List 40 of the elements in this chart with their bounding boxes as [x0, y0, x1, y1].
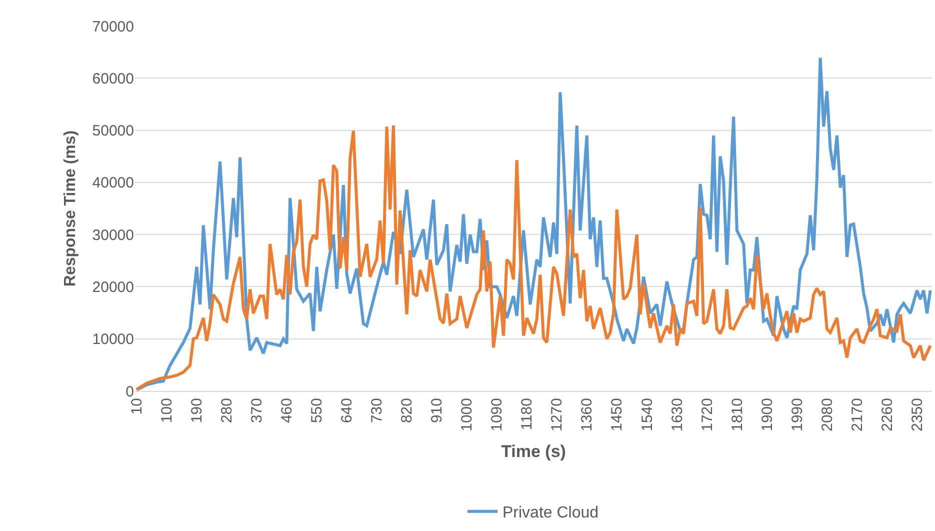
- y-axis-title: Response Time (ms): [62, 130, 80, 287]
- x-tick-label: 2350: [908, 398, 926, 432]
- legend-label: Private Cloud: [502, 504, 599, 522]
- x-tick-label: 1720: [698, 398, 716, 432]
- x-tick-label: 100: [158, 398, 176, 424]
- x-tick-label: 910: [428, 398, 446, 424]
- x-tick-label: 1810: [728, 398, 746, 432]
- x-tick-label: 280: [218, 398, 236, 424]
- x-tick-label: 10: [128, 398, 146, 415]
- x-tick-label: 190: [188, 398, 206, 424]
- y-tick-label: 40000: [92, 174, 134, 192]
- x-axis-title: Time (s): [501, 442, 566, 461]
- x-tick-label: 820: [398, 398, 416, 424]
- x-tick-label: 1630: [668, 398, 686, 432]
- x-tick-label: 370: [248, 398, 266, 424]
- x-tick-label: 1270: [548, 398, 566, 432]
- x-tick-label: 640: [338, 398, 356, 424]
- y-tick-label: 10000: [92, 331, 134, 348]
- x-tick-label: 1540: [638, 398, 656, 432]
- x-tick-label: 2080: [818, 398, 836, 432]
- x-tick-label: 460: [278, 398, 296, 424]
- x-tick-label: 1450: [608, 398, 626, 432]
- y-tick-label: 50000: [92, 122, 134, 140]
- y-tick-label: 30000: [92, 226, 134, 244]
- x-tick-label: 1990: [788, 398, 806, 432]
- y-tick-label: 0: [126, 383, 134, 400]
- x-tick-label: 2170: [848, 398, 866, 432]
- y-tick-label: 60000: [92, 70, 134, 88]
- line-series: [135, 124, 932, 391]
- x-tick-label: 2260: [878, 398, 896, 432]
- x-tick-label: 1900: [758, 398, 776, 432]
- y-tick-label: 20000: [92, 278, 134, 296]
- x-tick-label: 1360: [578, 398, 596, 432]
- y-tick-label: 70000: [92, 18, 134, 36]
- x-tick-label: 1000: [458, 398, 476, 432]
- x-tick-label: 1180: [518, 398, 536, 430]
- x-tick-label: 550: [308, 398, 326, 424]
- x-tick-label: 1090: [488, 398, 506, 432]
- line-series: [135, 56, 932, 391]
- x-tick-label: 730: [368, 398, 386, 424]
